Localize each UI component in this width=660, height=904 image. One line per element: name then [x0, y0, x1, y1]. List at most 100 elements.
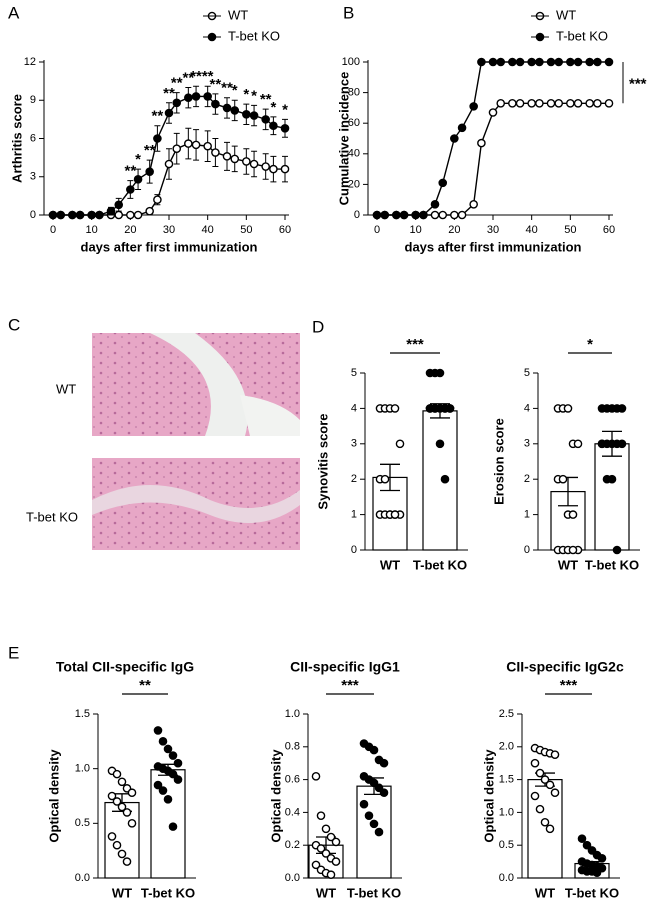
y-tick-label: 1.5 [499, 774, 514, 786]
x-tick-label: WT [535, 885, 555, 900]
data-point [568, 510, 578, 519]
significance-mark: ** [139, 677, 151, 694]
data-point [242, 109, 251, 119]
series-line [377, 61, 609, 216]
y-tick-label: 0.5 [75, 817, 90, 829]
data-point [95, 210, 104, 220]
panel-letter: D [312, 317, 324, 336]
data-point [445, 404, 455, 413]
x-tick-label: WT [112, 885, 132, 900]
data-point [535, 57, 544, 67]
data-point [112, 797, 122, 806]
data-point [87, 210, 96, 220]
data-point [211, 148, 220, 157]
y-tick-label: 2.5 [499, 708, 514, 720]
data-point [527, 99, 536, 108]
data-point [477, 57, 486, 67]
x-tick-label: 20 [124, 224, 136, 236]
data-point [496, 99, 506, 108]
y-tick-label: 40 [348, 148, 360, 160]
significance-mark: ** [182, 69, 194, 86]
significance-mark: *** [341, 677, 359, 694]
data-point [145, 167, 154, 176]
data-point [469, 199, 478, 209]
x-tick-label: WT [316, 885, 336, 900]
data-point [369, 778, 379, 788]
data-point [395, 439, 405, 449]
data-point [369, 819, 379, 829]
data-point [331, 837, 341, 847]
y-tick-label: 3 [524, 438, 530, 450]
series-line [377, 102, 609, 216]
data-point [374, 827, 384, 837]
y-tick-label: 0 [30, 209, 36, 221]
legend-label: T-bet KO [228, 28, 280, 43]
data-point [566, 99, 575, 108]
data-point [477, 138, 486, 148]
data-point [331, 857, 341, 866]
data-point [546, 57, 556, 67]
data-point [546, 99, 556, 108]
data-point [390, 404, 400, 413]
x-tick-label: T-bet KO [141, 885, 195, 900]
data-point [173, 758, 183, 768]
data-point [411, 210, 420, 220]
data-point [114, 210, 124, 220]
data-point [585, 99, 594, 108]
y-tick-label: 5 [351, 367, 357, 379]
data-point [168, 769, 178, 779]
data-point [222, 103, 232, 113]
data-point [133, 174, 143, 184]
data-point [515, 57, 525, 67]
y-axis-label: Optical density [481, 749, 496, 843]
data-point [242, 157, 251, 166]
data-point [230, 154, 240, 164]
y-tick-label: 0.0 [285, 872, 300, 884]
data-point [168, 822, 178, 831]
x-tick-label: 50 [240, 224, 252, 236]
x-tick-label: 30 [487, 224, 499, 236]
y-tick-label: 1.5 [75, 708, 90, 720]
x-tick-label: 60 [603, 224, 615, 236]
data-point [222, 152, 232, 161]
data-point [164, 108, 174, 118]
data-point [593, 99, 602, 108]
data-point [566, 57, 575, 67]
y-tick-label: 6 [30, 132, 36, 144]
x-tick-label: T-bet KO [347, 885, 401, 900]
y-axis-label: Optical density [46, 749, 61, 843]
y-tick-label: 1.0 [285, 708, 300, 720]
data-point [107, 832, 117, 841]
data-point [545, 780, 555, 790]
data-point [380, 474, 390, 484]
y-tick-label: 1.0 [499, 806, 514, 818]
data-point [508, 99, 517, 108]
data-point [359, 799, 369, 809]
y-tick-label: 2 [524, 473, 530, 485]
x-tick-label: 60 [279, 224, 291, 236]
data-point [597, 439, 607, 449]
data-point [617, 439, 627, 449]
significance-mark: *** [560, 677, 578, 694]
y-tick-label: 0.0 [499, 872, 514, 884]
data-point [168, 751, 178, 760]
y-axis-label: Arthritis score [9, 94, 24, 183]
x-axis-label: days after first immunization [405, 239, 582, 254]
y-tick-label: 1 [524, 509, 530, 521]
data-point [530, 758, 540, 768]
data-point [488, 57, 498, 67]
data-point [390, 510, 400, 519]
data-point [133, 210, 143, 220]
data-point [450, 134, 459, 143]
data-point [554, 99, 564, 108]
data-point [604, 57, 614, 67]
significance-mark: ** [202, 68, 214, 85]
data-point [585, 57, 594, 67]
data-point [535, 804, 545, 814]
data-point [114, 200, 124, 210]
data-point [126, 185, 135, 194]
y-tick-label: 4 [524, 402, 530, 414]
data-point [311, 860, 321, 870]
x-tick-label: 10 [86, 224, 98, 236]
bar [594, 443, 630, 551]
